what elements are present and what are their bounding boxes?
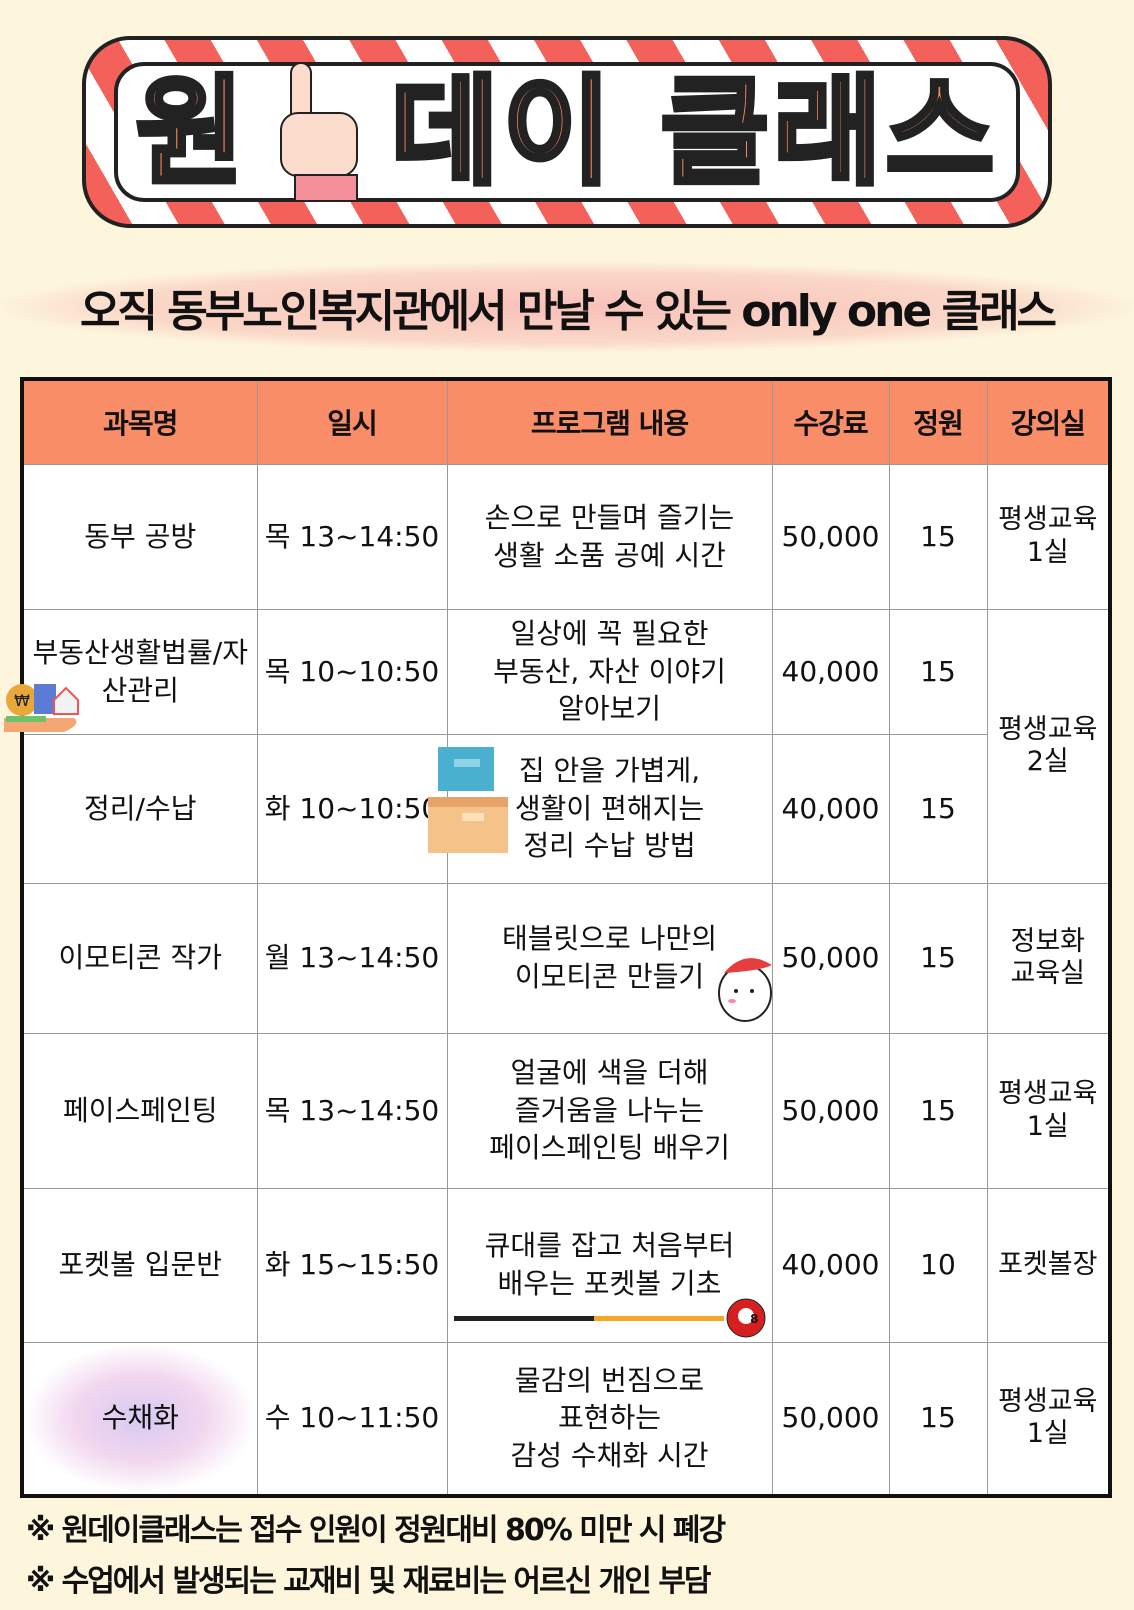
time-cell: 화 15~15:50: [256, 1187, 448, 1343]
content-line: 얼굴에 색을 더해: [510, 1055, 709, 1089]
capacity-cell: 15: [888, 608, 988, 735]
fee-cell: 40,000: [771, 608, 890, 735]
title-part1: 원: [133, 63, 249, 201]
room-line: 2실: [1026, 746, 1069, 777]
room-line: 평생교육: [998, 713, 1098, 745]
header-capacity: 정원: [888, 378, 988, 465]
room-line: 1실: [1026, 536, 1069, 568]
table-row: 동부 공방 목 13~14:50 손으로 만들며 즐기는 생활 소품 공예 시간 50,…: [21, 463, 1111, 610]
title-part2: 데이 클래스: [388, 63, 999, 201]
header-room: 강의실: [986, 378, 1111, 465]
subject-cell: 정리/수납: [21, 733, 258, 884]
subject-cell: 포켓볼 입문반: [21, 1187, 258, 1343]
time-cell: 월 13~14:50: [256, 882, 448, 1034]
capacity-cell: 15: [888, 1341, 988, 1497]
footnote: ※ 수업에서 발생되는 교재비 및 재료비는 어르신 개인 부담: [26, 1564, 712, 1599]
room-cell: 평생교육 1실: [986, 1032, 1111, 1189]
title-banner: 원 데이 클래스: [82, 36, 1052, 228]
footnote: ※ 원데이클래스는 접수 인원이 정원대비 80% 미만 시 폐강: [26, 1513, 726, 1548]
time-cell: 목 13~14:50: [256, 1032, 448, 1189]
subject-cell: 부동산생활법률/자산관리 ₩: [4, 608, 258, 735]
content-line: 큐대를 잡고 처음부터: [484, 1229, 735, 1263]
room-cell: 평생교육 1실: [986, 1341, 1111, 1497]
capacity-cell: 10: [888, 1187, 988, 1343]
content-line: 즐거움을 나누는: [514, 1093, 705, 1127]
content-line: 감성 수채화 시간: [510, 1439, 709, 1473]
title-banner-inner: 원 데이 클래스: [114, 62, 1020, 202]
table-row: 수채화 수 10~11:50 물감의 번짐으로 표현하는 감성 수채화 시간 50,000…: [21, 1341, 1111, 1497]
table-header-row: 과목명 일시 프로그램 내용 수강료 정원 강의실: [21, 378, 1111, 465]
content-line: 태블릿으로 나만의: [502, 922, 717, 956]
time-cell: 수 10~11:50: [256, 1341, 448, 1497]
room-cell: 정보화 교육실: [986, 882, 1111, 1034]
content-line: 이모티콘 만들기: [514, 960, 705, 993]
room-cell: 포켓볼장: [986, 1187, 1111, 1343]
room-line: 교육실: [1010, 958, 1086, 989]
capacity-cell: 15: [888, 463, 988, 610]
capacity-cell: 15: [888, 733, 988, 884]
header-time: 일시: [256, 378, 448, 465]
subtitle: 오직 동부노인복지관에서 만날 수 있는 only one 클래스: [79, 286, 1057, 337]
content-line: 집 안을 가볍게,: [518, 753, 701, 787]
subject-cell: 이모티콘 작가: [21, 882, 258, 1034]
room-cell: 평생교육 2실: [986, 608, 1111, 884]
header-content: 프로그램 내용: [446, 378, 773, 465]
fee-cell: 50,000: [771, 463, 890, 610]
billiard-ball-number: 8: [750, 1312, 759, 1327]
table-row: 이모티콘 작가 월 13~14:50 태블릿으로 나만의 이모티콘 만들기 50,000…: [21, 882, 1111, 1034]
content-line: 알아보기: [557, 692, 662, 726]
fee-cell: 40,000: [771, 1187, 890, 1343]
room-line: 평생교육: [998, 1078, 1098, 1110]
footnotes: ※ 원데이클래스는 접수 인원이 정원대비 80% 미만 시 폐강 ※ 수업에서…: [26, 1505, 726, 1607]
pointing-hand-icon: [274, 62, 364, 202]
class-schedule-table: 과목명 일시 프로그램 내용 수강료 정원 강의실 동부 공방 목 13~14:5…: [4, 377, 1112, 1498]
content-line: 배우는 포켓볼 기초: [497, 1267, 722, 1300]
table-row: 페이스페인팅 목 13~14:50 얼굴에 색을 더해 즐거움을 나누는 페이스페인팅 …: [21, 1032, 1111, 1189]
subtitle-area: 오직 동부노인복지관에서 만날 수 있는 only one 클래스: [0, 262, 1134, 352]
room-cell: 평생교육 1실: [986, 463, 1111, 610]
time-cell: 목 13~14:50: [256, 463, 448, 610]
subject-name: 부동산생활법률/자산관리: [32, 635, 248, 707]
subject-cell: 페이스페인팅: [21, 1032, 258, 1189]
fee-cell: 50,000: [771, 1032, 890, 1189]
table-row: 부동산생활법률/자산관리 ₩ 목 10~10:50 일상에 꼭 필요한 부동산, 자산 …: [4, 608, 1111, 884]
room-line: 평생교육: [998, 1385, 1098, 1417]
room-line: 정보화: [1010, 925, 1086, 957]
room-line: 1실: [1026, 1418, 1069, 1450]
content-line: 부동산, 자산 이야기: [493, 654, 726, 688]
subject-cell: 동부 공방: [21, 463, 258, 610]
fee-cell: 40,000: [771, 733, 890, 884]
content-line: 일상에 꼭 필요한: [510, 616, 709, 650]
room-line: 포켓볼장: [998, 1248, 1098, 1280]
capacity-cell: 15: [888, 882, 988, 1034]
content-line: 페이스페인팅 배우기: [489, 1131, 730, 1165]
content-line: 생활이 편해지는: [514, 791, 705, 825]
capacity-cell: 15: [888, 1032, 988, 1189]
time-cell: 목 10~10:50: [256, 608, 448, 735]
room-line: 평생교육: [998, 504, 1098, 536]
header-fee: 수강료: [771, 378, 890, 465]
room-line: 1실: [1026, 1110, 1069, 1142]
content-line: 손으로 만들며 즐기는: [484, 500, 735, 534]
content-line: 물감의 번짐으로: [514, 1363, 705, 1397]
header-subject: 과목명: [21, 378, 258, 465]
fee-cell: 50,000: [771, 1341, 890, 1497]
content-line: 표현하는: [557, 1401, 662, 1435]
content-line: 생활 소품 공예 시간: [493, 538, 726, 572]
content-line: 정리 수납 방법: [523, 829, 696, 863]
subject-cell: 수채화: [21, 1341, 258, 1497]
time-cell: 화 10~10:50: [256, 733, 448, 884]
fee-cell: 50,000: [771, 882, 890, 1034]
